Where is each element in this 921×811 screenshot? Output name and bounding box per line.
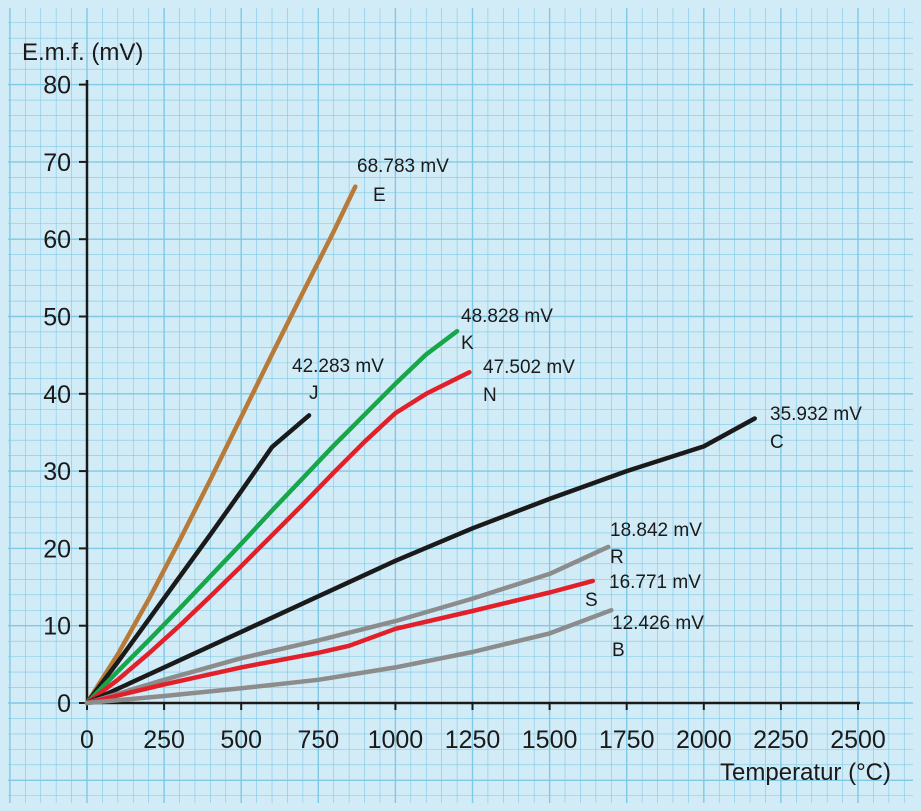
series-line-N	[84, 369, 472, 706]
x-tick-label: 1500	[522, 726, 578, 754]
x-tick-label: 500	[220, 726, 262, 754]
series-line-K	[84, 328, 460, 706]
y-axis-title: E.m.f. (mV)	[22, 39, 143, 66]
series-line-J	[84, 413, 312, 706]
series-name-label-N: N	[483, 385, 497, 406]
series	[84, 184, 757, 706]
series-line-R	[84, 544, 611, 706]
y-tick-label: 10	[43, 613, 71, 641]
x-tick-label: 1250	[445, 726, 501, 754]
series-value-label-E: 68.783 mV	[357, 156, 449, 177]
series-line-S	[84, 578, 596, 706]
y-tick-label: 0	[57, 690, 71, 718]
series-line-B	[84, 607, 614, 706]
series-value-label-S: 16.771 mV	[609, 572, 701, 593]
y-tick-label: 60	[43, 226, 71, 254]
series-value-label-B: 12.426 mV	[612, 613, 704, 634]
x-tick-label: 1000	[368, 726, 424, 754]
series-line-E	[84, 184, 358, 706]
series-name-label-J: J	[309, 383, 319, 404]
series-name-label-R: R	[610, 547, 624, 568]
series-name-label-K: K	[461, 333, 474, 354]
y-tick-label: 30	[43, 458, 71, 486]
series-value-label-J: 42.283 mV	[292, 356, 384, 377]
x-tick-label: 2250	[753, 726, 809, 754]
x-tick-label: 2500	[830, 726, 886, 754]
series-value-label-C: 35.932 mV	[770, 404, 862, 425]
ticks: 0 250 500 750 1000 1250 1500 1750 2000 2250 2500 0 1…	[43, 72, 886, 754]
series-value-label-K: 48.828 mV	[461, 306, 553, 327]
grid	[8, 8, 913, 803]
x-tick-label: 250	[143, 726, 185, 754]
x-tick-label: 2000	[676, 726, 732, 754]
x-axis-title: Temperatur (°C)	[720, 759, 891, 786]
y-tick-label: 70	[43, 149, 71, 177]
y-tick-label: 80	[43, 72, 71, 100]
series-name-label-B: B	[612, 640, 625, 661]
series-name-label-E: E	[373, 185, 386, 206]
y-tick-label: 50	[43, 304, 71, 332]
x-tick-label: 0	[80, 726, 94, 754]
x-tick-label: 750	[297, 726, 339, 754]
y-tick-label: 20	[43, 535, 71, 563]
y-tick-label: 40	[43, 381, 71, 409]
series-name-label-S: S	[585, 590, 598, 611]
x-tick-label: 1750	[599, 726, 655, 754]
series-name-label-C: C	[770, 432, 784, 453]
series-value-label-N: 47.502 mV	[483, 357, 575, 378]
series-line-C	[84, 416, 757, 706]
annotations: 68.783 mV E 42.283 mV J 48.828 mV K 47.502 mV N…	[292, 156, 862, 661]
series-value-label-R: 18.842 mV	[610, 520, 702, 541]
